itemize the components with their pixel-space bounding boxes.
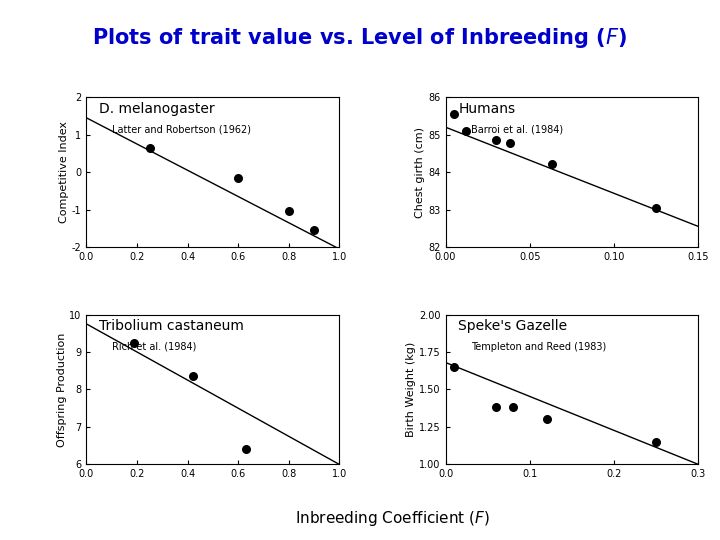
Point bbox=[460, 126, 472, 135]
Text: Speke's Gazelle: Speke's Gazelle bbox=[458, 319, 567, 333]
Text: Rich et al. (1984): Rich et al. (1984) bbox=[112, 341, 196, 352]
Point bbox=[504, 139, 516, 147]
Point bbox=[448, 110, 459, 118]
Point bbox=[308, 226, 320, 234]
Point bbox=[490, 403, 502, 412]
Point bbox=[129, 338, 140, 347]
Text: Tribolium castaneum: Tribolium castaneum bbox=[99, 319, 244, 333]
Text: Plots of trait value vs. Level of Inbreeding ($\mathit{F}$): Plots of trait value vs. Level of Inbree… bbox=[92, 26, 628, 50]
Text: Inbreeding Coefficient ($\mathit{F}$): Inbreeding Coefficient ($\mathit{F}$) bbox=[295, 509, 490, 528]
Point bbox=[240, 445, 251, 454]
Y-axis label: Competitive Index: Competitive Index bbox=[59, 121, 69, 223]
Point bbox=[233, 173, 244, 182]
Point bbox=[541, 415, 552, 424]
Y-axis label: Chest girth (cm): Chest girth (cm) bbox=[415, 127, 426, 218]
Point bbox=[650, 204, 662, 212]
Point bbox=[144, 144, 156, 152]
Y-axis label: Birth Weight (kg): Birth Weight (kg) bbox=[406, 342, 416, 437]
Text: Barroi et al. (1984): Barroi et al. (1984) bbox=[471, 124, 563, 134]
Point bbox=[650, 437, 662, 446]
Point bbox=[283, 207, 294, 216]
Point bbox=[448, 363, 459, 372]
Point bbox=[507, 403, 518, 412]
Text: D. melanogaster: D. melanogaster bbox=[99, 102, 215, 116]
Point bbox=[490, 135, 502, 144]
Text: Templeton and Reed (1983): Templeton and Reed (1983) bbox=[471, 341, 606, 352]
Y-axis label: Offspring Production: Offspring Production bbox=[56, 332, 66, 447]
Text: Humans: Humans bbox=[458, 102, 516, 116]
Point bbox=[187, 372, 199, 381]
Point bbox=[546, 160, 557, 168]
Text: Latter and Robertson (1962): Latter and Robertson (1962) bbox=[112, 124, 251, 134]
